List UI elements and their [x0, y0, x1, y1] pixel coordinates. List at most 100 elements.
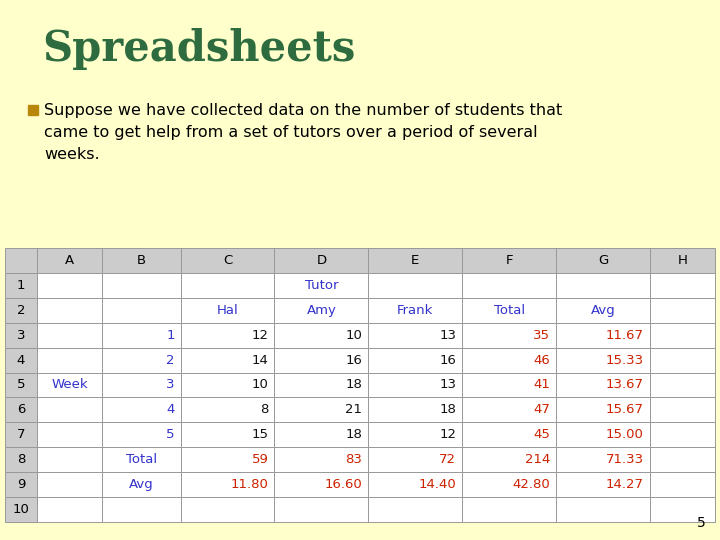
Bar — [274, 472, 369, 497]
Bar — [37, 298, 102, 323]
Bar — [5, 497, 37, 522]
Text: A: A — [65, 254, 74, 267]
Text: 2: 2 — [17, 304, 25, 317]
Text: 12: 12 — [439, 428, 456, 441]
Bar — [181, 472, 274, 497]
Bar — [650, 422, 715, 447]
Bar — [556, 397, 650, 422]
Bar — [369, 298, 462, 323]
Text: 13.67: 13.67 — [606, 379, 644, 392]
Text: Week: Week — [51, 379, 88, 392]
Bar — [181, 323, 274, 348]
Bar — [369, 248, 462, 273]
Text: 8: 8 — [17, 453, 25, 466]
Bar — [650, 273, 715, 298]
Bar — [274, 373, 369, 397]
Text: 21: 21 — [346, 403, 362, 416]
Bar — [181, 348, 274, 373]
Bar — [650, 472, 715, 497]
Text: 10: 10 — [12, 503, 30, 516]
Bar — [650, 397, 715, 422]
Bar — [369, 323, 462, 348]
Text: 47: 47 — [533, 403, 550, 416]
Text: 14.27: 14.27 — [606, 478, 644, 491]
Text: Avg: Avg — [129, 478, 154, 491]
Text: 214: 214 — [525, 453, 550, 466]
Bar — [28, 105, 38, 115]
Text: 13: 13 — [439, 329, 456, 342]
Text: H: H — [678, 254, 688, 267]
Text: 11.67: 11.67 — [606, 329, 644, 342]
Bar — [556, 273, 650, 298]
Text: 5: 5 — [17, 379, 25, 392]
Bar — [650, 348, 715, 373]
Text: Frank: Frank — [397, 304, 433, 317]
Text: Suppose we have collected data on the number of students that
came to get help f: Suppose we have collected data on the nu… — [44, 103, 562, 163]
Bar — [37, 497, 102, 522]
Text: Amy: Amy — [307, 304, 336, 317]
Text: Total: Total — [126, 453, 157, 466]
Text: Avg: Avg — [590, 304, 616, 317]
Bar — [181, 273, 274, 298]
Text: 18: 18 — [439, 403, 456, 416]
Text: 10: 10 — [251, 379, 269, 392]
Bar — [462, 497, 556, 522]
Bar — [462, 397, 556, 422]
Bar — [462, 373, 556, 397]
Text: 16: 16 — [346, 354, 362, 367]
Bar — [462, 298, 556, 323]
Text: 15: 15 — [251, 428, 269, 441]
Text: 35: 35 — [533, 329, 550, 342]
Bar — [650, 298, 715, 323]
Bar — [556, 373, 650, 397]
Bar — [181, 397, 274, 422]
Bar — [274, 497, 369, 522]
Bar — [102, 472, 181, 497]
Bar — [462, 472, 556, 497]
Text: 10: 10 — [346, 329, 362, 342]
Text: 12: 12 — [251, 329, 269, 342]
Bar — [650, 497, 715, 522]
Bar — [5, 298, 37, 323]
Bar — [181, 248, 274, 273]
Text: Spreadsheets: Spreadsheets — [42, 28, 356, 70]
Text: 3: 3 — [166, 379, 175, 392]
Text: 71.33: 71.33 — [606, 453, 644, 466]
Bar — [274, 248, 369, 273]
Bar — [556, 248, 650, 273]
Bar — [274, 348, 369, 373]
Text: E: E — [411, 254, 419, 267]
Bar — [462, 323, 556, 348]
Bar — [102, 373, 181, 397]
Bar — [369, 497, 462, 522]
Bar — [37, 422, 102, 447]
Text: 5: 5 — [697, 516, 706, 530]
Text: 15.67: 15.67 — [606, 403, 644, 416]
Bar — [462, 447, 556, 472]
Bar — [556, 298, 650, 323]
Text: 16.60: 16.60 — [325, 478, 362, 491]
Bar — [556, 497, 650, 522]
Text: 8: 8 — [260, 403, 269, 416]
Bar — [556, 447, 650, 472]
Bar — [650, 373, 715, 397]
Bar — [5, 447, 37, 472]
Text: 15.00: 15.00 — [606, 428, 644, 441]
Bar — [556, 422, 650, 447]
Bar — [37, 373, 102, 397]
Text: B: B — [137, 254, 146, 267]
Bar — [181, 298, 274, 323]
Text: 46: 46 — [534, 354, 550, 367]
Text: 5: 5 — [166, 428, 175, 441]
Bar — [102, 248, 181, 273]
Text: 2: 2 — [166, 354, 175, 367]
Bar — [102, 447, 181, 472]
Bar — [5, 323, 37, 348]
Text: 42.80: 42.80 — [513, 478, 550, 491]
Bar — [556, 323, 650, 348]
Text: 4: 4 — [166, 403, 175, 416]
Bar — [462, 348, 556, 373]
Text: 14: 14 — [251, 354, 269, 367]
Text: F: F — [505, 254, 513, 267]
Bar — [5, 472, 37, 497]
